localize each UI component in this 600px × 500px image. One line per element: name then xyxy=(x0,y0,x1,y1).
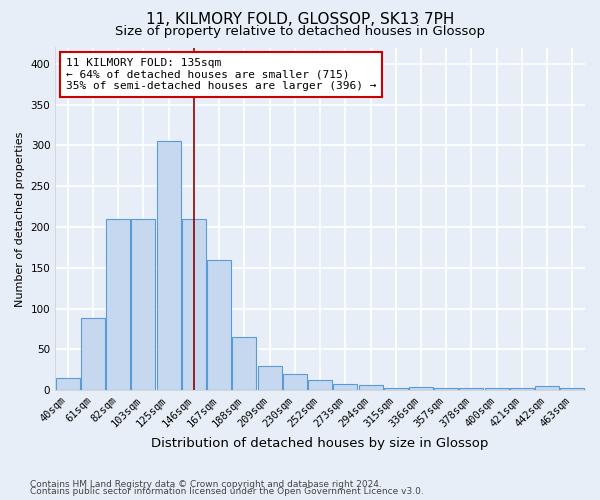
Text: Size of property relative to detached houses in Glossop: Size of property relative to detached ho… xyxy=(115,25,485,38)
Bar xyxy=(409,387,433,390)
Bar xyxy=(510,388,534,390)
Bar xyxy=(157,142,181,390)
Text: Contains HM Land Registry data © Crown copyright and database right 2024.: Contains HM Land Registry data © Crown c… xyxy=(30,480,382,489)
Bar xyxy=(56,378,80,390)
Bar xyxy=(207,260,231,390)
Bar xyxy=(131,219,155,390)
Bar xyxy=(560,388,584,390)
Text: 11, KILMORY FOLD, GLOSSOP, SK13 7PH: 11, KILMORY FOLD, GLOSSOP, SK13 7PH xyxy=(146,12,454,28)
Text: Contains public sector information licensed under the Open Government Licence v3: Contains public sector information licen… xyxy=(30,488,424,496)
Bar xyxy=(359,386,383,390)
Text: 11 KILMORY FOLD: 135sqm
← 64% of detached houses are smaller (715)
35% of semi-d: 11 KILMORY FOLD: 135sqm ← 64% of detache… xyxy=(66,58,376,91)
Bar xyxy=(182,219,206,390)
Bar xyxy=(485,388,509,390)
Bar xyxy=(81,318,105,390)
Bar xyxy=(283,374,307,390)
Bar xyxy=(460,388,484,390)
Bar xyxy=(232,337,256,390)
Bar xyxy=(308,380,332,390)
Bar xyxy=(434,388,458,390)
Bar xyxy=(334,384,357,390)
Bar xyxy=(257,366,281,390)
Bar xyxy=(106,219,130,390)
Bar xyxy=(384,388,408,390)
Bar xyxy=(535,386,559,390)
Y-axis label: Number of detached properties: Number of detached properties xyxy=(15,131,25,306)
X-axis label: Distribution of detached houses by size in Glossop: Distribution of detached houses by size … xyxy=(151,437,489,450)
